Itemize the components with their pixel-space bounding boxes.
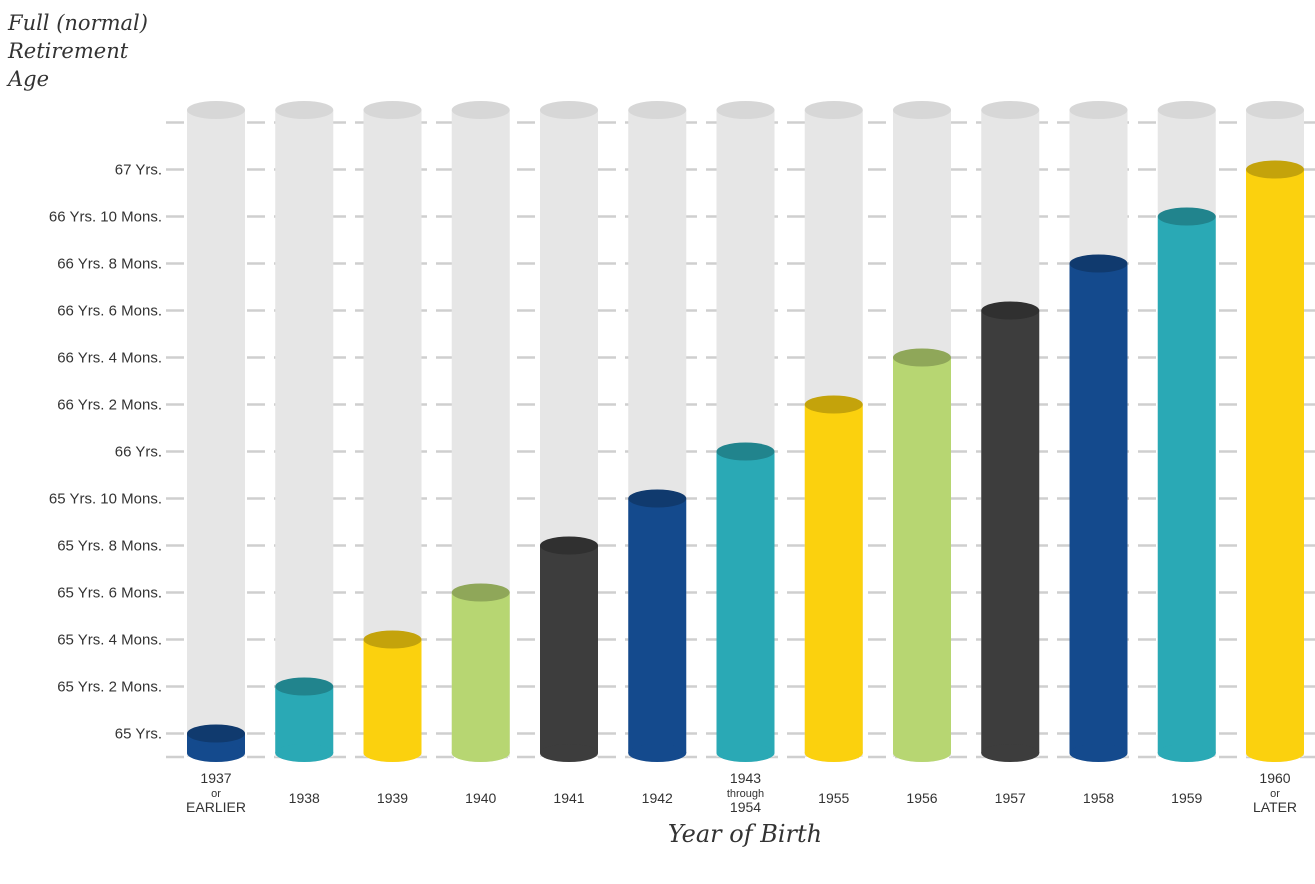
bar-base [1069,744,1128,762]
x-tick-label: 1955 [818,790,849,806]
bar-track-cap [275,101,334,119]
x-tick-label: 1957 [995,790,1026,806]
bar-base [363,744,422,762]
bar-base [275,744,334,762]
bar-cap [804,395,863,414]
y-axis-label-line: Retirement [7,39,129,63]
bar-base [893,744,951,762]
y-tick-label: 65 Yrs. 2 Mons. [57,679,162,696]
bar [716,451,775,753]
bar-cap [893,348,951,367]
bar-cap [716,442,775,461]
bar [981,310,1040,753]
y-axis-label: Full (normal) Retirement Age [6,11,148,91]
bar-base [804,744,863,762]
y-tick-label: 67 Yrs. [115,162,162,179]
bar-base [628,744,687,762]
x-tick-label: 1960 or LATER [1253,770,1297,815]
bar-base [187,744,245,762]
bar-track-cap [716,101,775,119]
bar [451,592,510,753]
bar-base [540,744,598,762]
bar-track [275,110,334,757]
bar-cap [981,301,1040,320]
bar-track-cap [540,101,598,119]
x-tick-label: 1938 [289,790,320,806]
y-tick-label: 66 Yrs. 4 Mons. [57,350,162,367]
y-tick-label: 66 Yrs. 8 Mons. [57,256,162,273]
bar [275,686,334,753]
bar-cap [1246,160,1304,179]
x-tick-label: 1939 [377,790,408,806]
bar-base [1246,744,1304,762]
bar-track-cap [1157,101,1216,119]
bar-track [187,110,245,757]
bar-base [716,744,775,762]
bar-track-cap [893,101,951,119]
y-tick-label: 65 Yrs. 8 Mons. [57,538,162,555]
y-tick-label: 66 Yrs. 2 Mons. [57,397,162,414]
y-tick-label: 65 Yrs. 4 Mons. [57,632,162,649]
x-axis-label: Year of Birth [668,820,822,848]
bar [1157,216,1216,753]
bar-cap [451,583,510,602]
y-tick-label: 65 Yrs. 10 Mons. [49,491,162,508]
y-tick-label: 66 Yrs. 10 Mons. [49,209,162,226]
bar-track-cap [628,101,687,119]
x-tick-label: 1943 through 1954 [727,770,764,815]
bar [893,357,951,753]
x-axis-ticks: 1937 or EARLIER 1938 1939 1940 1941 1942 1943 thr… [186,770,1297,815]
bar-track-cap [187,101,245,119]
x-tick-label: 1956 [906,790,937,806]
bar-cap [187,724,245,743]
y-tick-label: 65 Yrs. [115,726,162,743]
bar-base [1157,744,1216,762]
bar-cap [628,489,687,508]
y-tick-label: 66 Yrs. [115,444,162,461]
bar-track-cap [981,101,1040,119]
x-tick-label: 1959 [1171,790,1202,806]
bar [540,545,598,753]
y-tick-label: 65 Yrs. 6 Mons. [57,585,162,602]
x-tick-label: 1937 or EARLIER [186,770,246,815]
x-tick-label: 1958 [1083,790,1114,806]
bar-track-cap [363,101,422,119]
bar-cap [275,677,334,696]
bar [1069,263,1128,753]
x-tick-label: 1942 [642,790,673,806]
x-tick-label: 1941 [553,790,584,806]
bar-base [451,744,510,762]
bar-base [981,744,1040,762]
bar-track-cap [1246,101,1304,119]
bar-track-cap [451,101,510,119]
y-axis-label-line: Age [6,67,49,91]
bar-track-cap [1069,101,1128,119]
bar-cap [540,536,598,555]
bar [804,404,863,753]
y-axis-label-line: Full (normal) [7,11,148,35]
x-tick-label: 1940 [465,790,496,806]
bar [363,639,422,753]
bars [187,160,1304,762]
bar-cap [363,630,422,649]
bar-cap [1069,254,1128,273]
bar [1246,169,1304,753]
y-tick-label: 66 Yrs. 6 Mons. [57,303,162,320]
bar [628,498,687,753]
bar-cap [1157,207,1216,226]
y-axis-ticks: 65 Yrs. 65 Yrs. 2 Mons. 65 Yrs. 4 Mons. 65 … [49,162,162,743]
bar-track-cap [804,101,863,119]
